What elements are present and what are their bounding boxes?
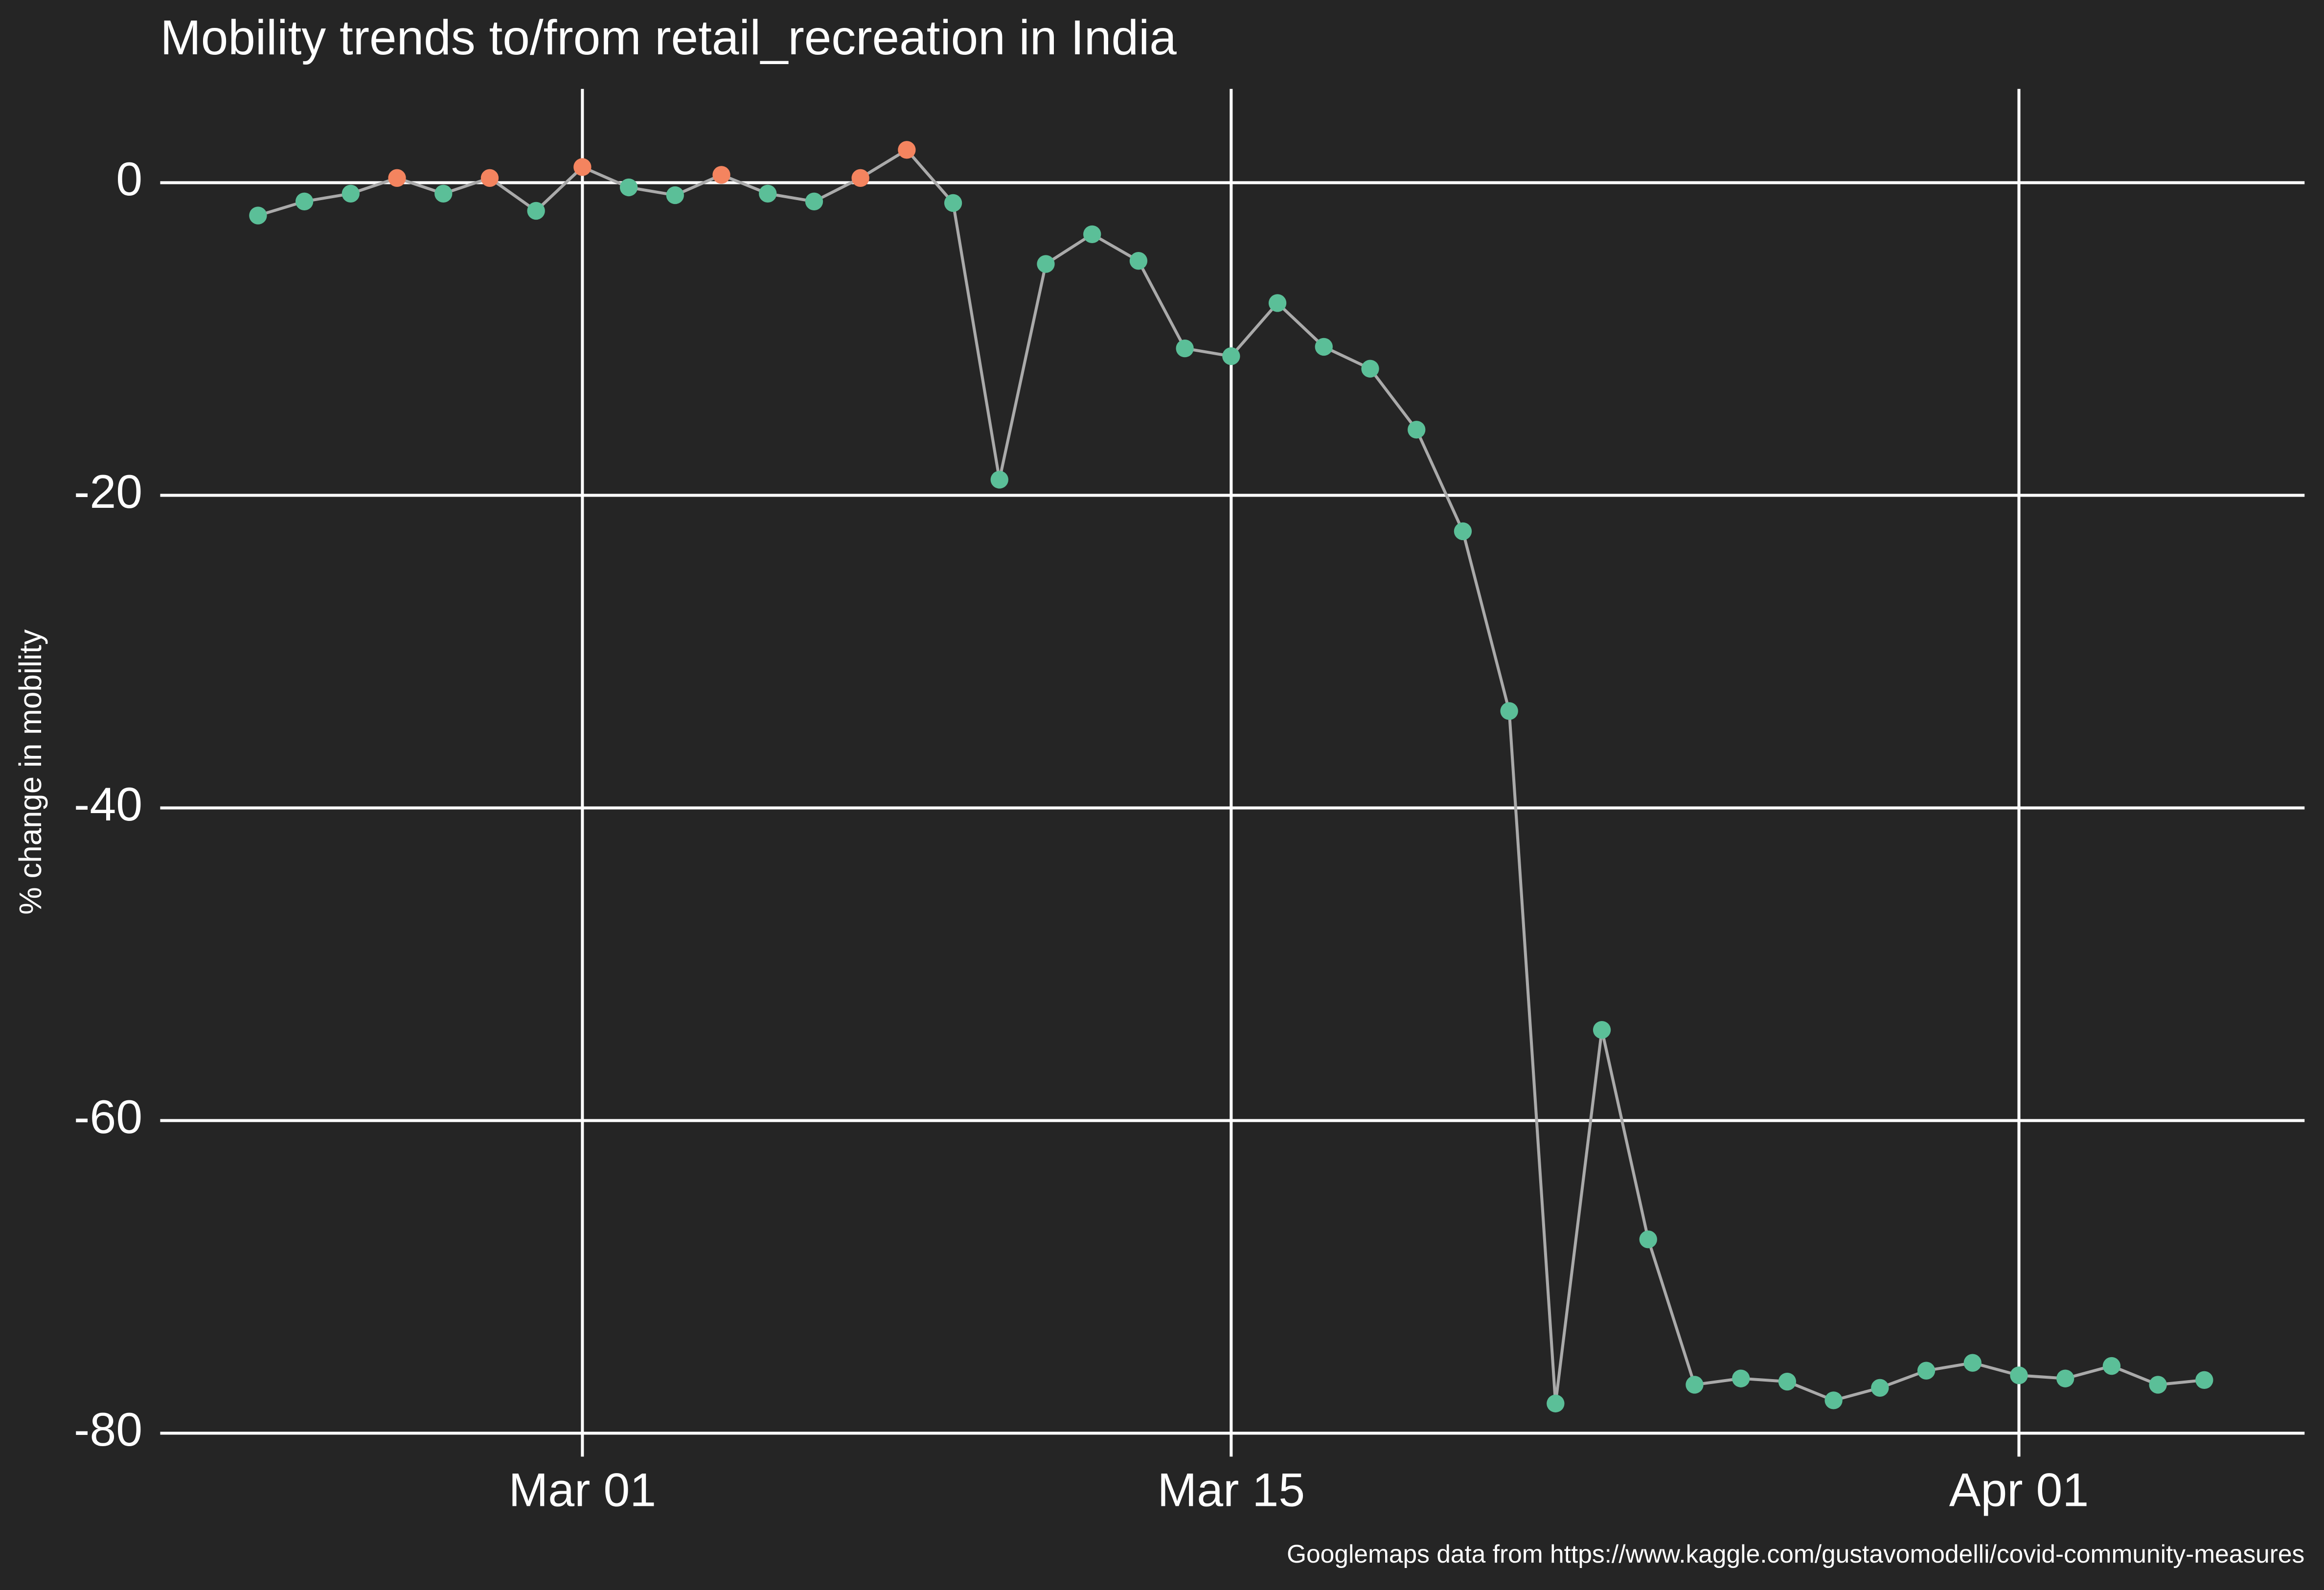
point	[1129, 252, 1148, 270]
point	[990, 471, 1008, 489]
point	[1778, 1372, 1797, 1391]
point	[2056, 1369, 2074, 1387]
x-tick-label: Mar 15	[1158, 1463, 1305, 1517]
point	[249, 206, 267, 225]
point	[388, 169, 406, 187]
point	[666, 186, 684, 204]
point	[1593, 1021, 1611, 1039]
caption: Googlemaps data from https://www.kaggle.…	[1287, 1540, 2304, 1568]
x-tick-label: Mar 01	[509, 1463, 657, 1517]
point	[1500, 702, 1518, 720]
y-tick-label: 0	[116, 152, 142, 205]
point	[1639, 1230, 1657, 1249]
point	[1176, 339, 1194, 358]
point	[944, 194, 962, 212]
point	[1361, 360, 1379, 378]
point	[1408, 421, 1426, 439]
point	[1037, 255, 1055, 273]
point	[619, 178, 638, 197]
point	[2149, 1376, 2167, 1394]
point	[1824, 1391, 1843, 1409]
point	[2010, 1366, 2028, 1385]
point	[1315, 338, 1333, 356]
point	[573, 158, 592, 176]
point	[898, 141, 916, 159]
point	[712, 166, 730, 184]
chart-title: Mobility trends to/from retail_recreatio…	[160, 11, 1177, 65]
point	[759, 184, 777, 203]
point	[527, 202, 545, 220]
point	[805, 192, 823, 210]
point	[1547, 1394, 1565, 1412]
y-tick-label: -20	[74, 465, 142, 518]
point	[480, 169, 499, 187]
point	[2102, 1357, 2121, 1375]
x-tick-label: Apr 01	[1949, 1463, 2089, 1517]
y-tick-label: -80	[74, 1403, 142, 1456]
y-axis-label: % change in mobility	[13, 629, 48, 914]
point	[2195, 1371, 2213, 1389]
point	[1083, 225, 1101, 244]
point	[434, 184, 453, 203]
point	[1732, 1369, 1750, 1387]
point	[1268, 294, 1287, 312]
point	[1454, 522, 1472, 541]
point	[295, 192, 314, 210]
y-tick-label: -40	[74, 777, 142, 831]
point	[1222, 347, 1240, 365]
point	[851, 169, 869, 187]
point	[1871, 1379, 1889, 1397]
point	[1917, 1362, 1936, 1380]
point	[342, 184, 360, 203]
point	[1963, 1354, 1982, 1372]
y-tick-label: -60	[74, 1090, 142, 1143]
point	[1686, 1376, 1704, 1394]
